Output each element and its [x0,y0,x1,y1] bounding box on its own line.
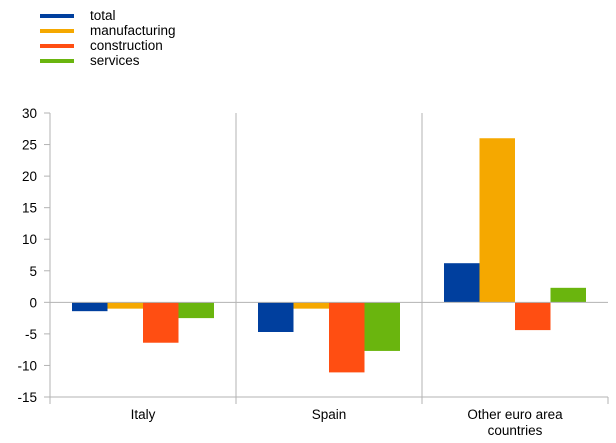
legend-label-manufacturing: manufacturing [90,23,176,38]
legend-swatch-services [40,58,74,63]
bar-total-spain [258,302,294,332]
legend-swatch-manufacturing [40,28,74,33]
y-tick-label: 5 [29,264,37,279]
bar-construction-other-euro-area-countries [515,302,551,331]
y-tick-label: 20 [22,169,37,184]
y-tick-label: 10 [22,232,37,247]
y-tick-label: -5 [25,327,37,342]
bar-total-italy [72,302,108,312]
bar-manufacturing-other-euro-area-countries [479,138,515,303]
legend-item-services: services [40,53,176,68]
legend-swatch-construction [40,43,74,48]
y-tick-label: 30 [22,106,37,121]
bar-manufacturing-italy [107,302,143,309]
bar-services-spain [364,302,400,351]
x-tick-label-other-euro-area-countries: Other euro area countries [467,407,563,438]
legend-label-services: services [90,53,140,68]
bar-services-italy [178,302,214,319]
bar-services-other-euro-area-countries [550,287,586,303]
y-tick-label: 25 [22,138,37,153]
y-tick-label: 0 [29,295,37,310]
legend-label-construction: construction [90,38,163,53]
legend-label-total: total [90,8,116,23]
y-tick-label: -10 [17,358,37,373]
x-tick-label-italy: Italy [131,407,156,422]
legend-item-construction: construction [40,38,176,53]
y-tick-label: 15 [22,201,37,216]
legend-item-manufacturing: manufacturing [40,23,176,38]
x-tick-label-spain: Spain [312,407,347,422]
y-tick-label: -15 [17,390,37,405]
legend: total manufacturing construction service… [40,8,176,68]
bar-manufacturing-spain [293,302,329,309]
legend-item-total: total [40,8,176,23]
bar-construction-italy [143,302,179,343]
bar-construction-spain [329,302,365,373]
bar-total-other-euro-area-countries [444,263,480,303]
legend-swatch-total [40,13,74,18]
